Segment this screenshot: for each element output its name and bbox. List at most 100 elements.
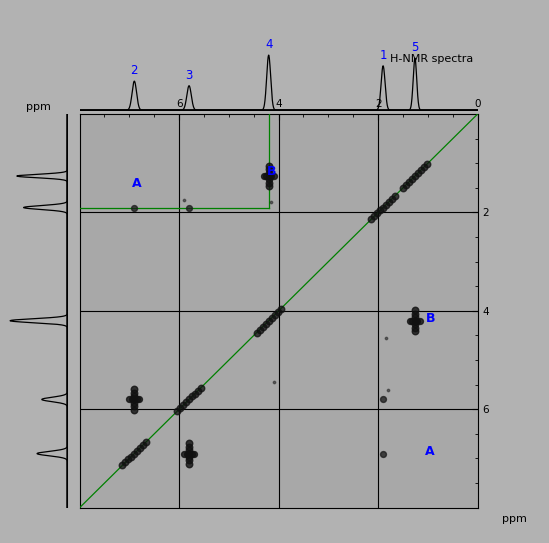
Point <box>370 212 379 220</box>
Point <box>132 395 141 404</box>
Point <box>182 398 191 407</box>
Point <box>373 209 382 218</box>
Point <box>391 191 400 200</box>
Point <box>411 327 419 336</box>
Text: ppm: ppm <box>501 514 526 523</box>
Point <box>264 317 273 325</box>
Text: A: A <box>132 178 142 190</box>
Point <box>385 197 394 206</box>
Point <box>184 439 193 447</box>
Point <box>130 203 139 212</box>
Point <box>130 395 139 404</box>
Point <box>411 317 419 325</box>
Point <box>184 456 193 465</box>
Text: 1: 1 <box>379 49 387 62</box>
Point <box>261 319 270 328</box>
Point <box>259 322 267 331</box>
Point <box>130 399 139 407</box>
Point <box>267 313 276 322</box>
Point <box>411 306 419 315</box>
Point <box>399 184 407 192</box>
Point <box>419 163 428 172</box>
Point <box>408 317 417 325</box>
Point <box>130 388 139 397</box>
Point <box>379 203 388 212</box>
Text: H-NMR spectra: H-NMR spectra <box>390 54 474 64</box>
Point <box>184 446 193 454</box>
Point <box>184 443 193 451</box>
Point <box>142 438 150 446</box>
Point <box>262 172 271 180</box>
Point <box>180 196 188 205</box>
Text: ppm: ppm <box>26 102 51 112</box>
Point <box>270 311 279 319</box>
Point <box>376 206 384 215</box>
Point <box>413 169 422 178</box>
Point <box>180 449 188 458</box>
Text: B: B <box>425 312 435 325</box>
Point <box>267 197 276 206</box>
Point <box>130 406 139 414</box>
Point <box>411 320 419 329</box>
Point <box>269 378 278 387</box>
Point <box>259 172 268 180</box>
Point <box>188 392 197 401</box>
Text: A: A <box>425 445 435 458</box>
Point <box>381 333 390 342</box>
Point <box>423 160 432 168</box>
Point <box>411 323 419 332</box>
Point <box>384 385 393 394</box>
Point <box>379 449 388 458</box>
Point <box>388 194 396 203</box>
Text: 5: 5 <box>411 41 419 54</box>
Point <box>402 180 411 189</box>
Point <box>264 182 273 191</box>
Text: 2: 2 <box>131 64 138 77</box>
Point <box>184 449 193 458</box>
Point <box>127 395 136 404</box>
Point <box>182 449 191 458</box>
Point <box>184 453 193 462</box>
Point <box>118 461 127 470</box>
Point <box>179 401 188 409</box>
Point <box>194 386 203 395</box>
Point <box>264 165 273 174</box>
Point <box>184 449 193 458</box>
Text: 3: 3 <box>186 69 193 82</box>
Point <box>184 395 193 404</box>
Point <box>184 203 193 212</box>
Point <box>379 395 388 404</box>
Point <box>416 317 424 325</box>
Point <box>127 452 136 461</box>
Point <box>264 161 273 170</box>
Point <box>405 178 413 186</box>
Point <box>184 459 193 468</box>
Point <box>406 317 414 325</box>
Point <box>413 317 422 325</box>
Point <box>130 402 139 411</box>
Point <box>173 407 182 415</box>
Point <box>125 395 134 404</box>
Point <box>269 172 278 180</box>
Point <box>264 175 273 184</box>
Point <box>267 172 276 180</box>
Point <box>197 383 205 392</box>
Point <box>273 307 282 316</box>
Point <box>191 389 199 398</box>
Point <box>411 317 419 325</box>
Point <box>121 458 130 467</box>
Text: B: B <box>267 165 276 178</box>
Point <box>264 172 273 180</box>
Point <box>130 449 139 458</box>
Point <box>407 175 416 184</box>
Point <box>135 395 144 404</box>
Point <box>130 385 139 394</box>
Point <box>264 172 273 180</box>
Point <box>187 449 196 458</box>
Point <box>189 449 198 458</box>
Point <box>264 179 273 187</box>
Point <box>136 443 145 452</box>
Point <box>176 404 184 413</box>
Point <box>253 328 261 337</box>
Point <box>411 310 419 318</box>
